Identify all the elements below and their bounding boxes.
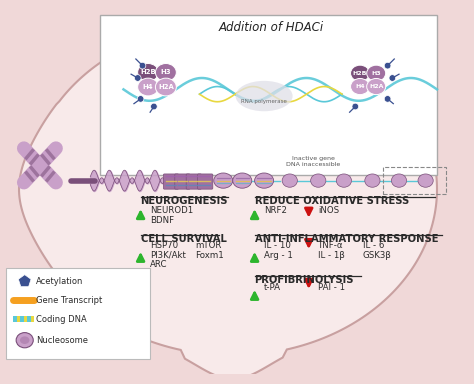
Text: iNOS: iNOS (318, 206, 339, 215)
FancyBboxPatch shape (164, 174, 179, 189)
Text: H4: H4 (355, 84, 365, 89)
Text: H4: H4 (143, 84, 154, 90)
Text: H2B: H2B (140, 70, 156, 75)
Text: PROFIBRINOLYSIS: PROFIBRINOLYSIS (255, 275, 354, 285)
Text: Inactive gene
DNA inaccessible: Inactive gene DNA inaccessible (286, 157, 341, 167)
Ellipse shape (236, 81, 292, 111)
Ellipse shape (16, 333, 33, 348)
Ellipse shape (337, 174, 352, 187)
Ellipse shape (367, 78, 386, 94)
Ellipse shape (310, 174, 326, 187)
Polygon shape (19, 24, 437, 379)
Circle shape (384, 62, 391, 69)
Text: BDNF: BDNF (150, 216, 174, 225)
Ellipse shape (214, 173, 233, 188)
Text: TNF-α: TNF-α (318, 242, 344, 250)
Text: IL - 10: IL - 10 (264, 242, 291, 250)
Circle shape (137, 96, 144, 102)
Text: Acetylation: Acetylation (36, 277, 83, 286)
Text: NEUROGENESIS: NEUROGENESIS (141, 196, 228, 206)
Text: Addition of HDACi: Addition of HDACi (218, 21, 323, 34)
Text: IL - 6: IL - 6 (363, 242, 384, 250)
Text: Foxm1: Foxm1 (195, 251, 224, 260)
Ellipse shape (418, 174, 433, 187)
Text: mTOR: mTOR (195, 242, 221, 250)
Text: IL - 1β: IL - 1β (318, 251, 345, 260)
Bar (20, 316, 24, 322)
Ellipse shape (392, 174, 407, 187)
Ellipse shape (367, 65, 386, 81)
Text: REDUCE OXIDATIVE STRESS: REDUCE OXIDATIVE STRESS (255, 196, 409, 206)
Text: PAI - 1: PAI - 1 (318, 283, 346, 292)
Text: NEUROD1: NEUROD1 (150, 206, 193, 215)
Text: HSP70: HSP70 (150, 242, 178, 250)
Text: ANTI-INFLAMMATORY RESPONSE: ANTI-INFLAMMATORY RESPONSE (255, 234, 438, 244)
Text: Coding DNA: Coding DNA (36, 315, 87, 324)
FancyBboxPatch shape (198, 174, 213, 189)
Text: Nucleosome: Nucleosome (36, 336, 88, 345)
Text: H3: H3 (161, 70, 171, 75)
Circle shape (389, 74, 396, 81)
Text: H3: H3 (372, 71, 381, 76)
Circle shape (352, 103, 359, 110)
Ellipse shape (137, 78, 159, 96)
Text: H2A: H2A (369, 84, 383, 89)
Ellipse shape (20, 336, 29, 344)
Ellipse shape (155, 63, 176, 81)
Text: RNA polymerase: RNA polymerase (241, 99, 287, 104)
Bar (17, 316, 20, 322)
Ellipse shape (282, 174, 297, 187)
Text: ARC: ARC (150, 260, 168, 270)
Ellipse shape (351, 78, 370, 94)
Circle shape (151, 103, 157, 110)
Text: H2A: H2A (158, 84, 174, 90)
Bar (13, 316, 17, 322)
Ellipse shape (155, 78, 176, 96)
Text: t-PA: t-PA (264, 283, 281, 292)
Ellipse shape (233, 173, 252, 188)
Ellipse shape (351, 65, 370, 81)
Bar (24, 316, 27, 322)
Text: GSK3β: GSK3β (363, 251, 392, 260)
Text: CELL SURVIVAL: CELL SURVIVAL (141, 234, 227, 244)
Ellipse shape (137, 63, 159, 81)
Ellipse shape (365, 174, 380, 187)
Ellipse shape (255, 173, 273, 188)
Circle shape (135, 74, 141, 81)
FancyBboxPatch shape (186, 174, 201, 189)
Bar (31, 316, 35, 322)
Circle shape (384, 96, 391, 102)
FancyBboxPatch shape (6, 268, 150, 359)
FancyBboxPatch shape (175, 174, 190, 189)
Text: PI3K/Akt: PI3K/Akt (150, 251, 186, 260)
Text: Gene Transcript: Gene Transcript (36, 296, 102, 305)
Bar (27, 316, 31, 322)
FancyBboxPatch shape (100, 15, 437, 175)
Text: NRF2: NRF2 (264, 206, 287, 215)
Text: H2B: H2B (353, 71, 367, 76)
Text: Arg - 1: Arg - 1 (264, 251, 293, 260)
Circle shape (139, 62, 146, 69)
